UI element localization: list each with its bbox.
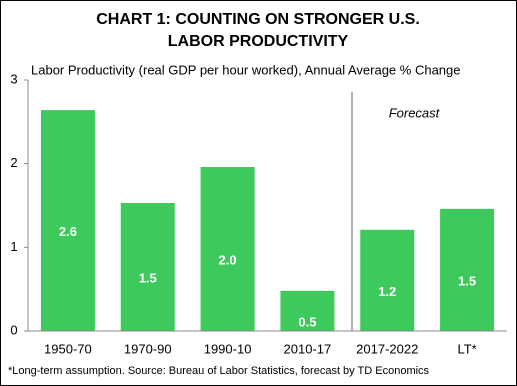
bar [40, 110, 95, 332]
value-label: 2.6 [59, 224, 77, 239]
x-tick-label: 2017-2022 [356, 341, 418, 356]
bar [440, 208, 495, 331]
y-tick-label: 1 [10, 239, 17, 254]
x-tick-label: 1990-10 [204, 341, 252, 356]
bar [280, 290, 335, 331]
annotation: Forecast [389, 105, 441, 120]
value-label: 2.0 [219, 252, 237, 267]
chart-title: CHART 1: COUNTING ON STRONGER U.S. [96, 11, 420, 28]
y-tick-label: 0 [10, 322, 17, 337]
bar [120, 202, 175, 331]
value-label: 1.5 [458, 273, 476, 288]
value-label: 1.2 [378, 284, 396, 299]
footnote: *Long-term assumption. Source: Bureau of… [8, 365, 430, 377]
bar [200, 167, 255, 331]
chart-title: LABOR PRODUCTIVITY [168, 33, 349, 50]
x-tick-label: 1970-90 [124, 341, 172, 356]
bar [360, 229, 415, 331]
y-tick-label: 2 [10, 155, 17, 170]
value-label: 0.5 [298, 314, 316, 329]
x-tick-label: LT* [457, 341, 476, 356]
x-tick-label: 1950-70 [44, 341, 92, 356]
x-tick-label: 2010-17 [284, 341, 332, 356]
y-tick-label: 3 [10, 71, 17, 86]
subtitle: Labor Productivity (real GDP per hour wo… [31, 62, 460, 77]
value-label: 1.5 [139, 270, 157, 285]
